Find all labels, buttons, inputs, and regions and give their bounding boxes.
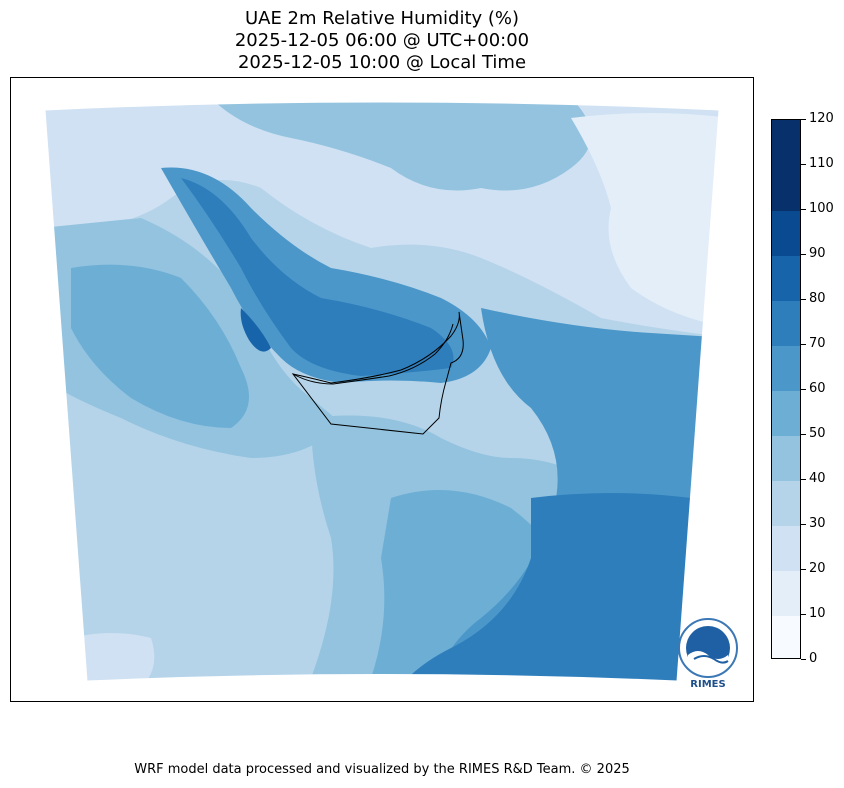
colorbar-tick-mark	[801, 478, 806, 480]
rimes-emblem-icon: RIMES	[678, 618, 738, 690]
colorbar-segment	[772, 435, 800, 481]
humidity-band-30-40	[211, 102, 591, 191]
colorbar-tick-label: 120	[809, 111, 834, 126]
colorbar-tick-label: 80	[809, 291, 826, 306]
rimes-logo: RIMES	[678, 615, 742, 691]
colorbar-tick-label: 20	[809, 561, 826, 576]
footer-credit: WRF model data processed and visualized …	[134, 762, 630, 777]
colorbar-tick-label: 40	[809, 471, 826, 486]
uae-border-outline	[291, 311, 464, 435]
colorbar-segment	[772, 120, 800, 166]
colorbar-tick-mark	[801, 613, 806, 615]
colorbar-segment	[772, 480, 800, 526]
colorbar-segment	[772, 165, 800, 211]
local-time-subtitle: 2025-12-05 10:00 @ Local Time	[237, 52, 527, 73]
map-title: UAE 2m Relative Humidity (%)	[244, 8, 520, 29]
colorbar-tick-mark	[801, 163, 806, 165]
colorbar-tick-label: 110	[809, 156, 834, 171]
colorbar-tick-mark	[801, 298, 806, 300]
colorbar-tick-mark	[801, 208, 806, 210]
colorbar-tick-label: 60	[809, 381, 826, 396]
humidity-band-80-90-gulf	[240, 308, 271, 352]
colorbar-tick-mark	[801, 388, 806, 390]
humidity-band-20-30-southwest	[71, 633, 155, 681]
colorbar-segment	[772, 390, 800, 436]
utc-time-subtitle: 2025-12-05 06:00 @ UTC+00:00	[234, 30, 530, 51]
map-panel	[10, 77, 754, 702]
uae-coastline	[292, 323, 454, 385]
colorbar	[771, 119, 801, 659]
colorbar-tick-mark	[801, 568, 806, 570]
colorbar-segment	[772, 615, 800, 658]
colorbar-segment	[772, 525, 800, 571]
colorbar-tick-label: 10	[809, 606, 826, 621]
colorbar-tick-mark	[801, 523, 806, 525]
colorbar-tick-mark	[801, 118, 806, 120]
colorbar-tick-mark	[801, 343, 806, 345]
humidity-band-70-80-sea	[391, 493, 719, 681]
colorbar-tick-label: 0	[809, 651, 818, 666]
colorbar-tick-label: 70	[809, 336, 826, 351]
model-domain-edge	[44, 101, 720, 682]
colorbar-segment	[772, 300, 800, 346]
colorbar-tick-mark	[801, 433, 806, 435]
colorbar-tick-label: 30	[809, 516, 826, 531]
colorbar-segment	[772, 255, 800, 301]
humidity-band-50-60	[71, 264, 249, 428]
humidity-band-10-20-east	[571, 113, 719, 328]
colorbar-tick-label: 100	[809, 201, 834, 216]
logo-text: RIMES	[690, 679, 725, 690]
humidity-band-70-80-gulf	[181, 178, 454, 376]
colorbar-segment	[772, 210, 800, 256]
humidity-map	[44, 101, 720, 682]
colorbar-tick-label: 90	[809, 246, 826, 261]
colorbar-tick-label: 50	[809, 426, 826, 441]
colorbar-segment	[772, 345, 800, 391]
colorbar-tick-mark	[801, 253, 806, 255]
colorbar-segment	[772, 570, 800, 616]
colorbar-tick-mark	[801, 658, 806, 660]
